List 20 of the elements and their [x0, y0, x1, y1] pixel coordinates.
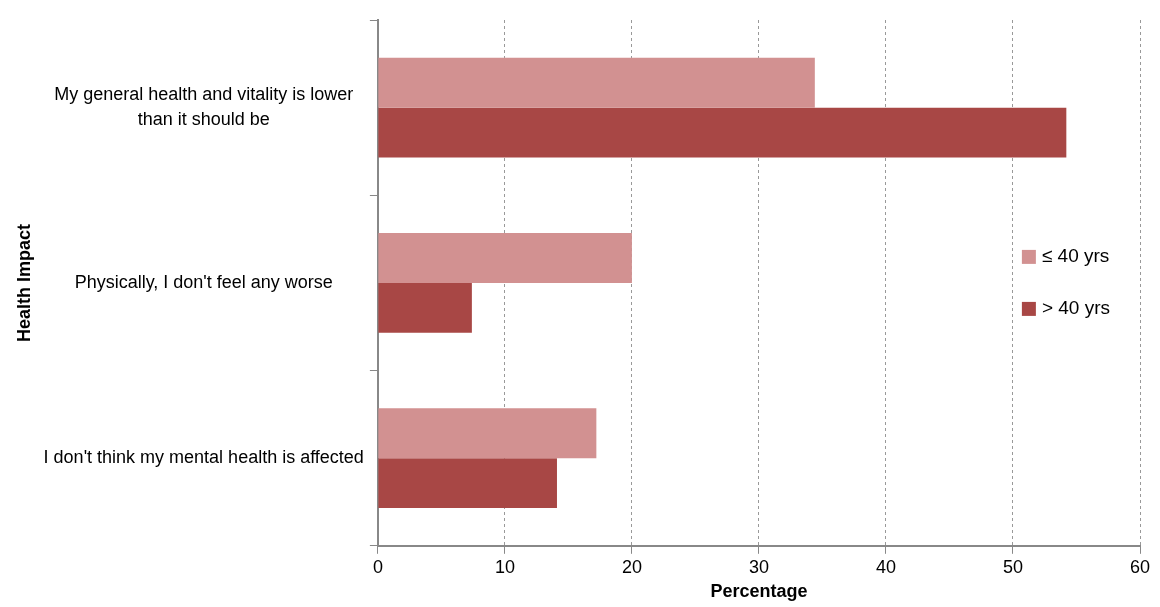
x-tick-label: 10: [494, 556, 515, 577]
y-axis-title: Health Impact: [13, 223, 34, 342]
x-axis-title: Percentage: [710, 581, 808, 602]
bar: [378, 282, 472, 333]
x-tick-label: 60: [1129, 556, 1151, 577]
bar: [378, 57, 815, 108]
legend-label: > 40 yrs: [1041, 297, 1111, 319]
x-tick-label: 50: [1002, 556, 1023, 577]
y-tick-label: Physically, I don't feel any worse: [74, 271, 333, 292]
bar: [378, 458, 557, 509]
x-tick-label: 40: [875, 556, 896, 577]
x-tick-label: 20: [621, 556, 642, 577]
x-tick-label: 30: [748, 556, 769, 577]
bar: [378, 408, 597, 459]
y-tick-label: I don't think my mental health is affected: [43, 447, 364, 468]
y-tick-label: My general health and vitality is lower than it should be: [54, 84, 354, 129]
bar: [378, 232, 632, 283]
x-tick-label: 0: [372, 556, 383, 577]
legend-label: ≤ 40 yrs: [1041, 245, 1110, 267]
bar: [378, 107, 1067, 158]
